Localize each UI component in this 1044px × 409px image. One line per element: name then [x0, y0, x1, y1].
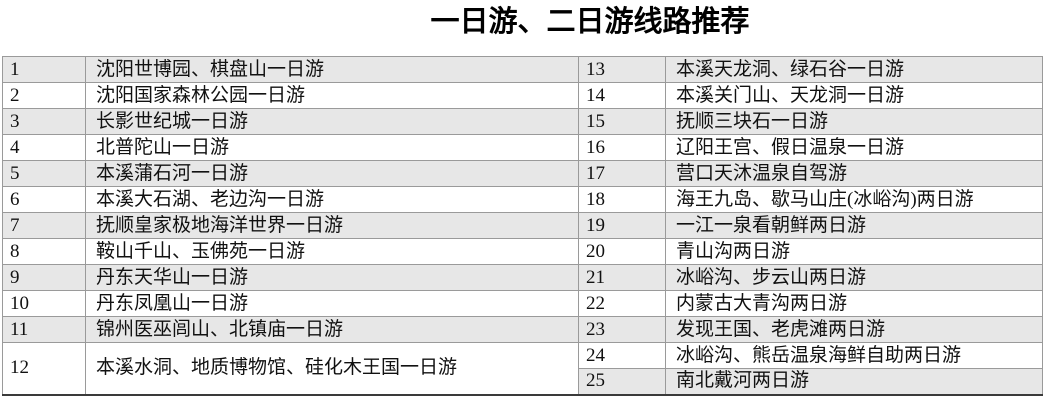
route-name-cell: 鞍山千山、玉佛苑一日游 — [85, 238, 579, 265]
table-row: 1 沈阳世博园、棋盘山一日游 13 本溪天龙洞、绿石谷一日游 — [2, 56, 1043, 83]
route-name-cell: 海王九岛、歇马山庄(冰峪沟)两日游 — [665, 186, 1043, 213]
route-number-cell: 4 — [2, 134, 86, 161]
route-number-cell: 14 — [578, 82, 666, 109]
route-number-cell: 7 — [2, 212, 86, 239]
route-number-cell: 15 — [578, 108, 666, 135]
table-row: 6 本溪大石湖、老边沟一日游 18 海王九岛、歇马山庄(冰峪沟)两日游 — [2, 186, 1043, 213]
route-number-cell: 8 — [2, 238, 86, 265]
table-row: 10 丹东凤凰山一日游 22 内蒙古大青沟两日游 — [2, 290, 1043, 317]
route-name-cell: 南北戴河两日游 — [665, 368, 1043, 395]
route-name-cell: 一江一泉看朝鲜两日游 — [665, 212, 1043, 239]
route-name-cell: 青山沟两日游 — [665, 238, 1043, 265]
route-number-cell: 10 — [2, 290, 86, 317]
routes-table: 1 沈阳世博园、棋盘山一日游 13 本溪天龙洞、绿石谷一日游 2 沈阳国家森林公园一日游 1… — [2, 56, 1043, 396]
route-name-cell: 北普陀山一日游 — [85, 134, 579, 161]
route-name-cell: 发现王国、老虎滩两日游 — [665, 316, 1043, 343]
route-number-cell: 25 — [578, 368, 666, 395]
route-name-cell: 本溪天龙洞、绿石谷一日游 — [665, 56, 1043, 83]
route-name-cell: 锦州医巫闾山、北镇庙一日游 — [85, 316, 579, 343]
route-name-cell: 本溪水洞、地质博物馆、硅化木王国一日游 — [85, 342, 579, 395]
route-number-cell: 24 — [578, 342, 666, 369]
route-name-cell: 冰峪沟、步云山两日游 — [665, 264, 1043, 291]
table-row: 12 本溪水洞、地质博物馆、硅化木王国一日游 24 冰峪沟、熊岳温泉海鲜自助两日游 — [2, 342, 1043, 395]
route-number-cell: 20 — [578, 238, 666, 265]
table-row: 25 南北戴河两日游 — [3, 368, 1043, 395]
route-name-cell: 营口天沐温泉自驾游 — [665, 160, 1043, 187]
route-number-cell: 12 — [2, 342, 86, 395]
route-name-cell: 抚顺皇家极地海洋世界一日游 — [85, 212, 579, 239]
route-name-cell: 本溪关门山、天龙洞一日游 — [665, 82, 1043, 109]
route-name-cell: 长影世纪城一日游 — [85, 108, 579, 135]
route-number-cell: 18 — [578, 186, 666, 213]
table-row: 2 沈阳国家森林公园一日游 14 本溪关门山、天龙洞一日游 — [2, 82, 1043, 109]
route-number-cell: 2 — [2, 82, 86, 109]
route-name-cell: 沈阳世博园、棋盘山一日游 — [85, 56, 579, 83]
table-row: 7 抚顺皇家极地海洋世界一日游 19 一江一泉看朝鲜两日游 — [2, 212, 1043, 239]
route-name-cell: 丹东天华山一日游 — [85, 264, 579, 291]
table-row: 4 北普陀山一日游 16 辽阳王宫、假日温泉一日游 — [2, 134, 1043, 161]
route-number-cell: 17 — [578, 160, 666, 187]
route-name-cell: 冰峪沟、熊岳温泉海鲜自助两日游 — [665, 342, 1043, 369]
table-row: 11 锦州医巫闾山、北镇庙一日游 23 发现王国、老虎滩两日游 — [2, 316, 1043, 343]
route-name-cell: 辽阳王宫、假日温泉一日游 — [665, 134, 1043, 161]
route-name-cell: 本溪大石湖、老边沟一日游 — [85, 186, 579, 213]
table-row: 5 本溪蒲石河一日游 17 营口天沐温泉自驾游 — [2, 160, 1043, 187]
route-number-cell: 21 — [578, 264, 666, 291]
route-number-cell: 6 — [2, 186, 86, 213]
route-number-cell: 5 — [2, 160, 86, 187]
route-number-cell: 9 — [2, 264, 86, 291]
table-row: 3 长影世纪城一日游 15 抚顺三块石一日游 — [2, 108, 1043, 135]
route-number-cell: 19 — [578, 212, 666, 239]
route-name-cell: 沈阳国家森林公园一日游 — [85, 82, 579, 109]
route-number-cell: 23 — [578, 316, 666, 343]
route-name-cell: 丹东凤凰山一日游 — [85, 290, 579, 317]
table-row: 8 鞍山千山、玉佛苑一日游 20 青山沟两日游 — [2, 238, 1043, 265]
routes-table-body: 1 沈阳世博园、棋盘山一日游 13 本溪天龙洞、绿石谷一日游 2 沈阳国家森林公园一日游 1… — [2, 56, 1043, 395]
route-name-cell: 本溪蒲石河一日游 — [85, 160, 579, 187]
route-number-cell: 22 — [578, 290, 666, 317]
route-number-cell: 16 — [578, 134, 666, 161]
route-number-cell: 13 — [578, 56, 666, 83]
table-row: 9 丹东天华山一日游 21 冰峪沟、步云山两日游 — [2, 264, 1043, 291]
route-number-cell: 1 — [2, 56, 86, 83]
route-name-cell: 内蒙古大青沟两日游 — [665, 290, 1043, 317]
route-name-cell: 抚顺三块石一日游 — [665, 108, 1043, 135]
page-title: 一日游、二日游线路推荐 — [430, 6, 750, 38]
route-number-cell: 11 — [2, 316, 86, 343]
route-number-cell: 3 — [2, 108, 86, 135]
